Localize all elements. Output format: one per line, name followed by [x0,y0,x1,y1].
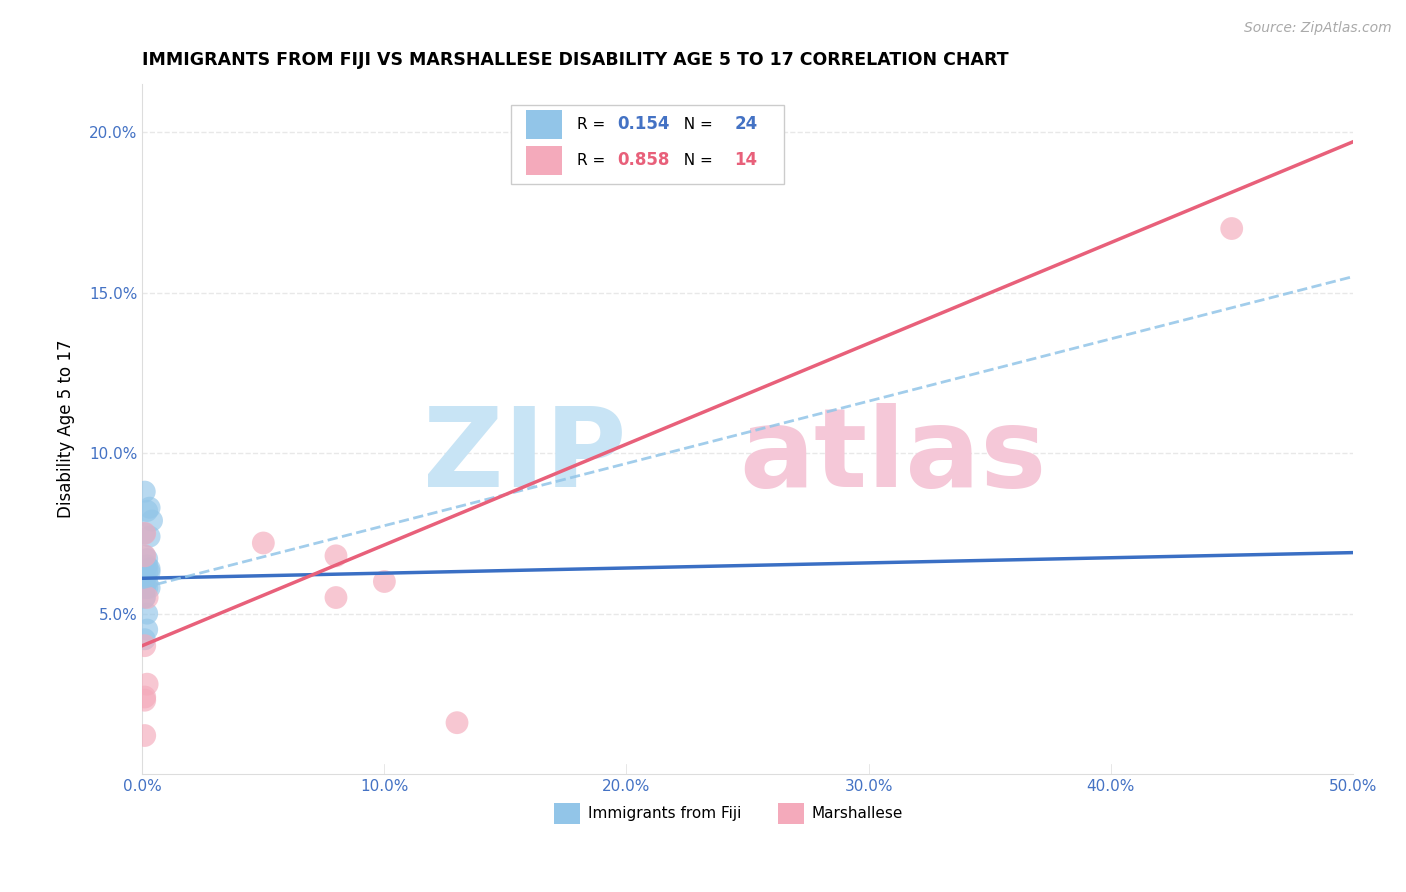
Point [134,591,156,605]
Point [138,581,160,595]
Point [134,574,156,589]
Text: ZIP: ZIP [423,403,627,510]
Point [136,607,159,621]
Text: Source: ZipAtlas.com: Source: ZipAtlas.com [1244,21,1392,35]
Point [136,581,159,595]
Point [136,552,159,566]
Text: Marshallese: Marshallese [811,805,903,821]
Y-axis label: Disability Age 5 to 17: Disability Age 5 to 17 [58,340,75,518]
Point [138,500,160,515]
Point [136,677,159,691]
Point [136,623,159,637]
Point [325,591,347,605]
Point [325,549,347,563]
Point [134,591,156,605]
FancyBboxPatch shape [554,803,581,823]
Point [134,639,156,653]
Point [136,565,159,579]
Point [136,558,159,573]
Text: 14: 14 [734,151,758,169]
FancyBboxPatch shape [512,105,783,184]
Point [134,526,156,541]
Point [134,632,156,647]
Point [134,565,156,579]
Text: 0.154: 0.154 [617,115,669,134]
Text: 0.858: 0.858 [617,151,669,169]
Point [141,514,163,528]
FancyBboxPatch shape [526,110,562,139]
Text: R =: R = [576,117,610,132]
Point [134,526,156,541]
Text: N =: N = [673,153,717,168]
Point [446,715,468,730]
Point [134,693,156,707]
Point [134,549,156,563]
Point [134,729,156,743]
FancyBboxPatch shape [526,145,562,175]
Point [138,562,160,576]
FancyBboxPatch shape [778,803,804,823]
Point [138,565,160,579]
Point [134,484,156,499]
Text: IMMIGRANTS FROM FIJI VS MARSHALLESE DISABILITY AGE 5 TO 17 CORRELATION CHART: IMMIGRANTS FROM FIJI VS MARSHALLESE DISA… [142,51,1010,69]
Point [134,581,156,595]
Point [136,504,159,518]
Point [373,574,395,589]
Point [134,581,156,595]
Text: atlas: atlas [740,403,1046,510]
Text: 24: 24 [734,115,758,134]
Text: Immigrants from Fiji: Immigrants from Fiji [588,805,741,821]
Text: N =: N = [673,117,717,132]
Point [136,574,159,589]
Point [136,591,159,605]
Point [252,536,274,550]
Point [134,690,156,704]
Point [138,530,160,544]
Point [134,549,156,563]
Point [1220,221,1243,235]
Text: R =: R = [576,153,610,168]
